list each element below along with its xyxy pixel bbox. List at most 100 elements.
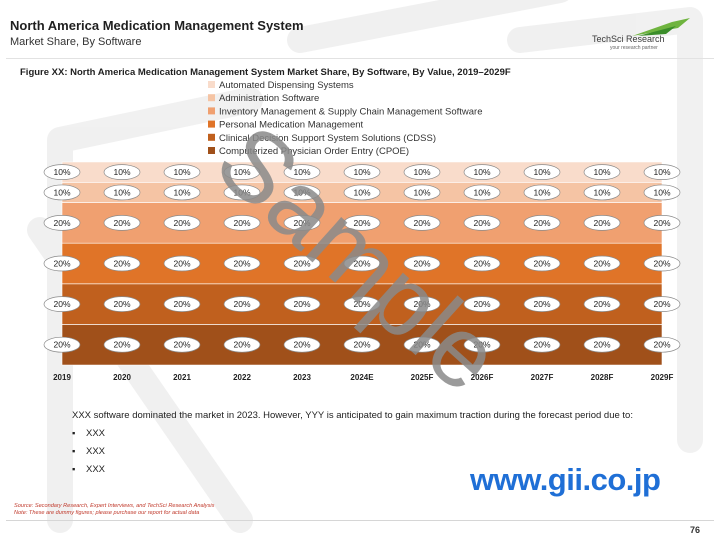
- legend-swatch: [208, 107, 215, 115]
- data-label: 10%: [533, 187, 550, 197]
- data-label-bubble: [643, 164, 681, 180]
- data-label-bubble: [523, 164, 561, 180]
- data-label: 10%: [593, 167, 610, 177]
- data-label-bubble: [523, 215, 561, 231]
- data-label: 20%: [593, 299, 610, 309]
- bullet-item: ▪ XXX: [72, 428, 633, 439]
- company-logo: TechSci Research your research partner: [592, 18, 702, 54]
- data-label-bubble: [343, 184, 381, 201]
- x-tick-label: 2024E: [350, 373, 374, 382]
- data-label-bubble: [463, 255, 501, 272]
- legend-swatch: [208, 81, 215, 88]
- data-label: 20%: [173, 218, 190, 228]
- data-label: 10%: [593, 187, 610, 197]
- data-label-bubble: [403, 336, 441, 353]
- legend-swatch: [208, 147, 215, 154]
- data-label-bubble: [163, 255, 201, 272]
- data-label: 20%: [53, 218, 70, 228]
- data-label-bubble: [403, 255, 441, 272]
- footer-divider: [6, 520, 714, 521]
- legend-label: Clinical Decision Support System Solutio…: [219, 133, 436, 144]
- data-label: 20%: [533, 340, 550, 350]
- data-label-bubble: [43, 336, 81, 353]
- data-label-bubble: [43, 296, 81, 312]
- x-tick-label: 2020: [113, 373, 131, 382]
- data-label-bubble: [643, 296, 681, 312]
- page-number: 76: [690, 525, 701, 535]
- data-label: 20%: [533, 259, 550, 269]
- legend-swatch: [208, 94, 215, 102]
- data-label: 20%: [593, 259, 610, 269]
- data-label: 10%: [293, 187, 310, 197]
- data-label-bubble: [223, 336, 261, 353]
- bullet-item: ▪ XXX: [72, 446, 633, 457]
- data-label: 20%: [353, 259, 370, 269]
- data-label-bubble: [223, 164, 261, 180]
- data-label: 20%: [413, 259, 430, 269]
- data-label-bubble: [103, 215, 141, 231]
- data-label: 20%: [113, 218, 130, 228]
- bullet-text: XXX: [86, 446, 106, 457]
- data-label-bubble: [583, 215, 621, 231]
- data-label-bubble: [283, 215, 321, 231]
- data-label-bubble: [523, 336, 561, 353]
- watermark-url[interactable]: www.gii.co.jp: [470, 462, 661, 497]
- commentary: XXX software dominated the market in 202…: [72, 410, 633, 482]
- commentary-text: XXX software dominated the market in 202…: [72, 410, 633, 421]
- data-label: 20%: [653, 340, 670, 350]
- data-label-bubble: [223, 215, 261, 231]
- data-label: 10%: [653, 187, 670, 197]
- data-label: 20%: [53, 299, 70, 309]
- data-label: 20%: [473, 259, 490, 269]
- page-subtitle: Market Share, By Software: [10, 36, 142, 48]
- data-label-bubble: [583, 336, 621, 353]
- x-tick-label: 2025F: [411, 373, 434, 382]
- data-label: 10%: [173, 187, 190, 197]
- data-label-bubble: [43, 184, 81, 201]
- data-label: 20%: [173, 299, 190, 309]
- data-label: 10%: [413, 167, 430, 177]
- x-tick-label: 2023: [293, 373, 311, 382]
- data-label-bubble: [403, 215, 441, 231]
- source-text: Source: Secondary Research, Expert Inter…: [14, 503, 215, 509]
- data-label-bubble: [163, 215, 201, 231]
- data-label-bubble: [583, 164, 621, 180]
- data-label: 10%: [53, 167, 70, 177]
- x-tick-label: 2027F: [531, 373, 554, 382]
- data-label-bubble: [583, 255, 621, 272]
- data-label: 10%: [113, 187, 130, 197]
- page-title: North America Medication Management Syst…: [10, 18, 304, 33]
- data-label: 20%: [413, 340, 430, 350]
- data-label-bubble: [163, 336, 201, 353]
- data-label-bubble: [223, 296, 261, 312]
- data-label: 20%: [53, 340, 70, 350]
- data-label-bubble: [43, 164, 81, 180]
- data-label-bubble: [583, 184, 621, 201]
- data-label-bubble: [43, 215, 81, 231]
- legend-label: Administration Software: [219, 93, 319, 104]
- data-label: 10%: [533, 167, 550, 177]
- data-label: 10%: [473, 167, 490, 177]
- data-label-bubble: [403, 184, 441, 201]
- data-label: 20%: [173, 340, 190, 350]
- data-label-bubble: [163, 296, 201, 312]
- data-label: 10%: [413, 187, 430, 197]
- legend-label: Inventory Management & Supply Chain Mana…: [219, 106, 483, 117]
- data-label-bubble: [463, 215, 501, 231]
- data-label-bubble: [343, 164, 381, 180]
- data-label-bubble: [283, 184, 321, 201]
- data-label: 20%: [533, 299, 550, 309]
- data-label: 20%: [473, 218, 490, 228]
- data-label: 20%: [233, 259, 250, 269]
- bullet-icon: ▪: [72, 464, 76, 475]
- data-label-bubble: [403, 164, 441, 180]
- logo-mark-icon: [632, 18, 690, 36]
- data-label-bubble: [463, 164, 501, 180]
- commentary-bullets: ▪ XXX ▪ XXX ▪ XXX: [72, 428, 633, 475]
- data-label: 10%: [233, 187, 250, 197]
- data-label: 20%: [653, 299, 670, 309]
- note-text: Note: These are dummy figures; please pu…: [14, 510, 200, 516]
- data-label-bubble: [163, 164, 201, 180]
